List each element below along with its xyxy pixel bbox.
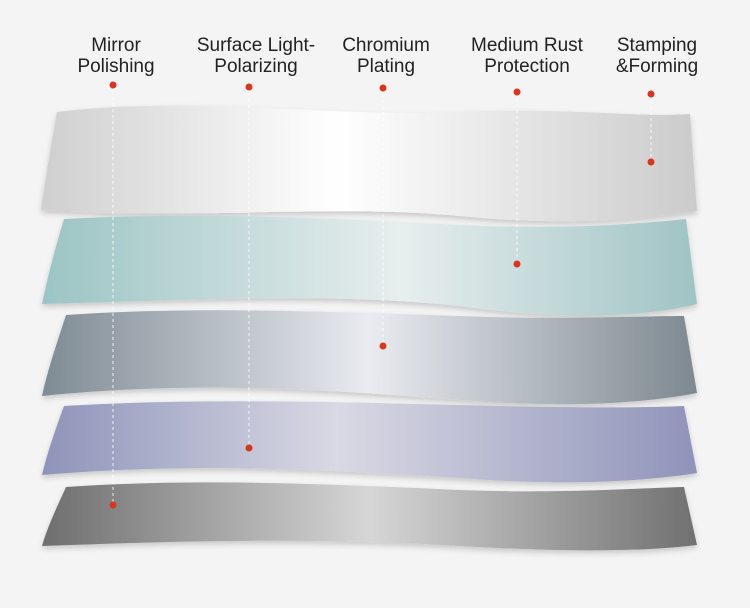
dot-medium-rust-protection-bottom [513,260,521,268]
label-stamping-forming: Stamping &Forming [615,35,699,77]
dot-mirror-polishing-top [109,81,117,89]
layer-5-band [42,482,697,551]
label-surface-light-polarizing: Surface Light- Polarizing [196,35,316,77]
dot-surface-light-polarizing-bottom [245,444,253,452]
dot-chromium-plating-bottom [379,342,387,350]
dot-mirror-polishing-bottom [109,501,117,509]
layer-2-band [42,215,697,316]
label-chromium-plating: Chromium Plating [342,35,430,77]
label-medium-rust-protection: Medium Rust Protection [471,35,583,77]
dot-chromium-plating-top [379,84,387,92]
dot-stamping-forming-top [647,90,655,98]
layer-3-band [42,310,697,405]
dot-surface-light-polarizing-top [245,83,253,91]
layer-1-band [41,105,697,222]
dot-medium-rust-protection-top [513,88,521,96]
dot-stamping-forming-bottom [647,158,655,166]
label-mirror-polishing: Mirror Polishing [77,35,155,77]
layer-4-band [42,401,697,483]
